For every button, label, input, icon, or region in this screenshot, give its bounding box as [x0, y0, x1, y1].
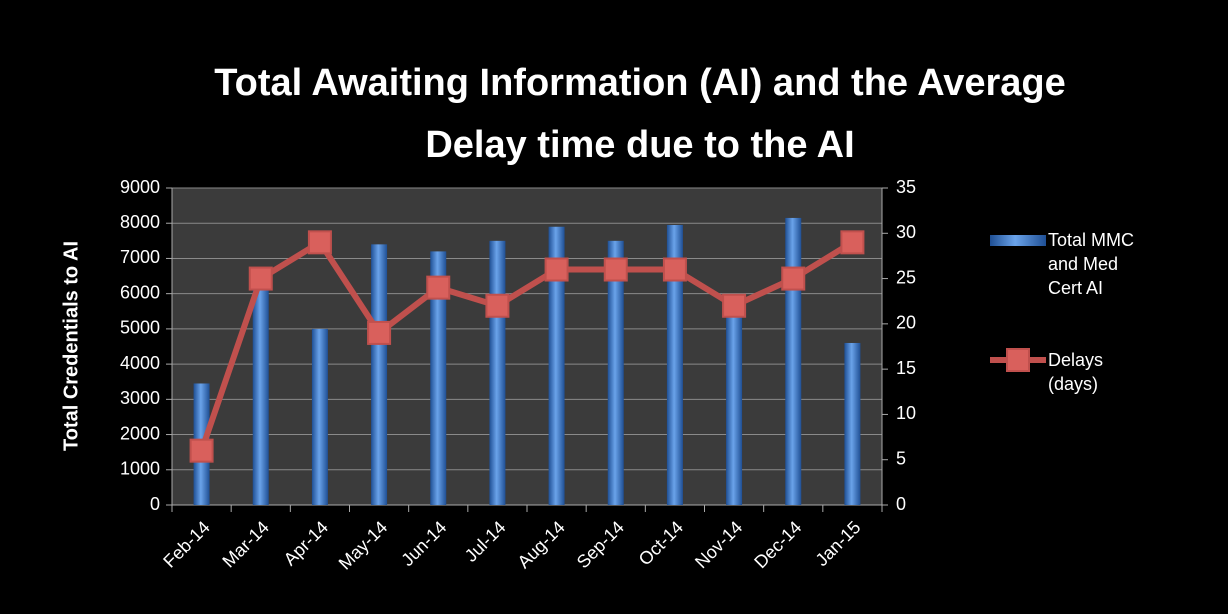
legend-item: Total MMC and Med Cert AI	[1048, 230, 1135, 298]
bar	[430, 251, 447, 505]
y2-tick-label: 25	[896, 267, 916, 287]
y2-tick-label: 0	[896, 494, 906, 514]
legend-item: Delays (days)	[1048, 350, 1104, 394]
bar	[489, 240, 506, 506]
marker	[722, 293, 747, 318]
legend-swatch	[1006, 348, 1030, 372]
y-tick-label: 2000	[120, 423, 160, 443]
legend-swatch	[990, 235, 1046, 246]
bar	[666, 224, 683, 505]
bar	[252, 290, 269, 505]
chart-title: Total Awaiting Information (AI) and the …	[214, 62, 1066, 104]
bar	[311, 328, 328, 505]
marker	[603, 257, 628, 282]
marker	[367, 320, 392, 345]
y-axis-label: Total Credentials to AI	[60, 241, 82, 451]
y-tick-label: 9000	[120, 177, 160, 197]
marker	[781, 266, 806, 291]
y2-tick-label: 15	[896, 358, 916, 378]
y-tick-label: 3000	[120, 388, 160, 408]
chart-title: Delay time due to the AI	[425, 124, 854, 166]
marker	[426, 275, 451, 300]
marker	[248, 266, 273, 291]
bar	[607, 240, 624, 506]
y-tick-label: 8000	[120, 212, 160, 232]
y2-tick-label: 35	[896, 177, 916, 197]
y-tick-label: 7000	[120, 247, 160, 267]
plot-area	[172, 188, 882, 505]
bar	[844, 342, 861, 505]
bar	[371, 244, 388, 505]
y-tick-label: 1000	[120, 459, 160, 479]
marker	[485, 293, 510, 318]
marker	[307, 230, 332, 255]
legend-label: Total MMC and Med Cert AI	[1048, 230, 1135, 298]
y2-tick-label: 20	[896, 313, 916, 333]
bar	[726, 311, 743, 505]
y2-tick-label: 30	[896, 222, 916, 242]
y-tick-label: 4000	[120, 353, 160, 373]
y-tick-label: 5000	[120, 318, 160, 338]
marker	[662, 257, 687, 282]
marker	[840, 230, 865, 255]
y-tick-label: 0	[150, 494, 160, 514]
marker	[189, 438, 214, 463]
bar	[785, 217, 802, 505]
y2-tick-label: 5	[896, 448, 906, 468]
y2-tick-label: 10	[896, 403, 916, 423]
legend-label: Delays (days)	[1048, 350, 1104, 394]
y-tick-label: 6000	[120, 282, 160, 302]
marker	[544, 257, 569, 282]
bar	[548, 226, 565, 505]
